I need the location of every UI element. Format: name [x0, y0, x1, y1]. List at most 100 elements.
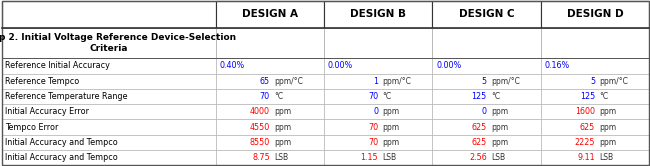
Text: ppm/°C: ppm/°C [274, 77, 303, 86]
Text: ppm: ppm [383, 138, 400, 147]
Text: ppm: ppm [599, 107, 617, 116]
Bar [216, 119, 324, 135]
Text: ppm: ppm [383, 123, 400, 131]
Bar [432, 28, 541, 58]
Text: ppm: ppm [599, 138, 617, 147]
Text: ppm: ppm [274, 123, 291, 131]
Text: 5: 5 [590, 77, 595, 86]
Bar [324, 135, 432, 150]
Text: Initial Accuracy Error: Initial Accuracy Error [5, 107, 89, 116]
Text: 70: 70 [368, 92, 378, 101]
Text: 9.11: 9.11 [577, 153, 595, 162]
Text: LSB: LSB [274, 153, 288, 162]
Bar [216, 89, 324, 104]
Bar [541, 58, 649, 74]
Text: ppm: ppm [599, 123, 617, 131]
Text: DESIGN C: DESIGN C [459, 9, 515, 19]
Text: 0: 0 [373, 107, 378, 116]
Bar [324, 58, 432, 74]
Text: Tempco Error: Tempco Error [5, 123, 58, 131]
Text: DESIGN B: DESIGN B [350, 9, 406, 19]
Text: 0.00%: 0.00% [436, 61, 462, 71]
Text: ppm: ppm [491, 123, 508, 131]
Bar [432, 74, 541, 89]
Text: 0.00%: 0.00% [328, 61, 353, 71]
Bar [324, 1, 432, 28]
Text: 5: 5 [482, 77, 487, 86]
Bar [216, 58, 324, 74]
Text: 125: 125 [580, 92, 595, 101]
Bar [541, 150, 649, 165]
Text: LSB: LSB [491, 153, 505, 162]
Text: 2225: 2225 [575, 138, 595, 147]
Text: 1.15: 1.15 [361, 153, 378, 162]
Bar [324, 150, 432, 165]
Text: Step 2. Initial Voltage Reference Device-Selection
Criteria: Step 2. Initial Voltage Reference Device… [0, 33, 236, 53]
Bar [2, 1, 216, 28]
Text: °C: °C [491, 92, 500, 101]
Bar [324, 28, 432, 58]
Text: 4550: 4550 [250, 123, 270, 131]
Bar [541, 119, 649, 135]
Text: ppm/°C: ppm/°C [491, 77, 520, 86]
Text: 2.56: 2.56 [469, 153, 487, 162]
Text: ppm: ppm [383, 107, 400, 116]
Text: DESIGN A: DESIGN A [242, 9, 298, 19]
Bar [541, 28, 649, 58]
Text: Reference Initial Accuracy: Reference Initial Accuracy [5, 61, 110, 71]
Bar [541, 135, 649, 150]
Text: 625: 625 [471, 138, 487, 147]
Text: LSB: LSB [383, 153, 396, 162]
Text: DESIGN D: DESIGN D [567, 9, 623, 19]
Bar [432, 1, 541, 28]
Bar [2, 58, 216, 74]
Bar [432, 1, 541, 28]
Text: 70: 70 [260, 92, 270, 101]
Bar [2, 150, 216, 165]
Bar [216, 150, 324, 165]
Bar [541, 89, 649, 104]
Bar [216, 1, 324, 28]
Text: 0.40%: 0.40% [220, 61, 245, 71]
Text: 1600: 1600 [575, 107, 595, 116]
Bar [2, 89, 216, 104]
Text: 625: 625 [471, 123, 487, 131]
Text: 0.16%: 0.16% [545, 61, 570, 71]
Bar [324, 119, 432, 135]
Text: Reference Tempco: Reference Tempco [5, 77, 79, 86]
Bar [216, 1, 324, 28]
Text: °C: °C [599, 92, 608, 101]
Bar [216, 28, 324, 58]
Bar [432, 119, 541, 135]
Bar [432, 150, 541, 165]
Bar [541, 1, 649, 28]
Text: 625: 625 [580, 123, 595, 131]
Text: 0: 0 [482, 107, 487, 116]
Text: Initial Accuracy and Tempco: Initial Accuracy and Tempco [5, 138, 118, 147]
Text: °C: °C [383, 92, 392, 101]
Bar [432, 89, 541, 104]
Text: LSB: LSB [599, 153, 614, 162]
Bar [2, 28, 216, 58]
Text: 70: 70 [368, 123, 378, 131]
Bar [2, 1, 216, 28]
Text: ppm/°C: ppm/°C [599, 77, 629, 86]
Bar [541, 104, 649, 119]
Text: Reference Temperature Range: Reference Temperature Range [5, 92, 127, 101]
Text: °C: °C [274, 92, 283, 101]
Bar [2, 74, 216, 89]
Bar [2, 104, 216, 119]
Text: ppm: ppm [274, 138, 291, 147]
Bar [541, 1, 649, 28]
Bar [432, 104, 541, 119]
Bar [541, 74, 649, 89]
Bar [432, 58, 541, 74]
Bar [324, 89, 432, 104]
Text: ppm: ppm [491, 138, 508, 147]
Text: 4000: 4000 [250, 107, 270, 116]
Bar [216, 74, 324, 89]
Bar [216, 104, 324, 119]
Text: ppm: ppm [491, 107, 508, 116]
Bar [432, 135, 541, 150]
Text: 125: 125 [471, 92, 487, 101]
